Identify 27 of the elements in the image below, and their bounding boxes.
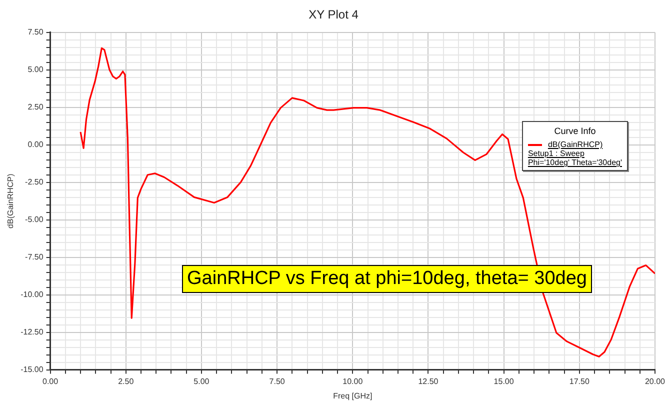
x-tick-label: 17.50 [569, 376, 590, 386]
x-tick-label: 5.00 [194, 376, 210, 386]
x-axis-title: Freq [GHz] [333, 391, 372, 400]
legend-title: Curve Info [553, 125, 597, 138]
x-tick-label: 7.50 [269, 376, 286, 386]
y-tick-label: -5.00 [25, 215, 44, 224]
y-tick-label: -2.50 [25, 178, 44, 187]
y-tick-label: 0.00 [28, 140, 44, 150]
legend-label: dB(GainRHCP) [548, 140, 603, 149]
chart-title: XY Plot 4 [308, 8, 359, 22]
x-tick-label: 2.50 [118, 376, 134, 386]
y-tick-label: -12.50 [20, 328, 44, 337]
annotation: GainRHCP vs Freq at phi=10deg, theta= 30deg [182, 265, 592, 293]
annotation: Phi='10deg' Theta='30deg' [528, 158, 622, 167]
y-tick-label: -10.00 [20, 290, 44, 300]
y-tick-label: 2.50 [28, 102, 44, 112]
y-tick-label: 5.00 [28, 65, 44, 74]
annotation: Setup1 : Sweep [528, 149, 586, 158]
x-tick-label: 12.50 [418, 376, 439, 386]
y-tick-label: 7.50 [28, 28, 44, 37]
x-tick-label: 15.00 [494, 376, 514, 386]
x-tick-label: 20.00 [644, 376, 666, 386]
y-tick-label: -15.00 [20, 365, 44, 374]
x-tick-label: 0.00 [42, 376, 59, 386]
y-axis-title: dB(GainRHCP) [6, 173, 16, 228]
y-tick-label: -7.50 [25, 252, 44, 262]
x-tick-label: 10.00 [342, 376, 364, 386]
